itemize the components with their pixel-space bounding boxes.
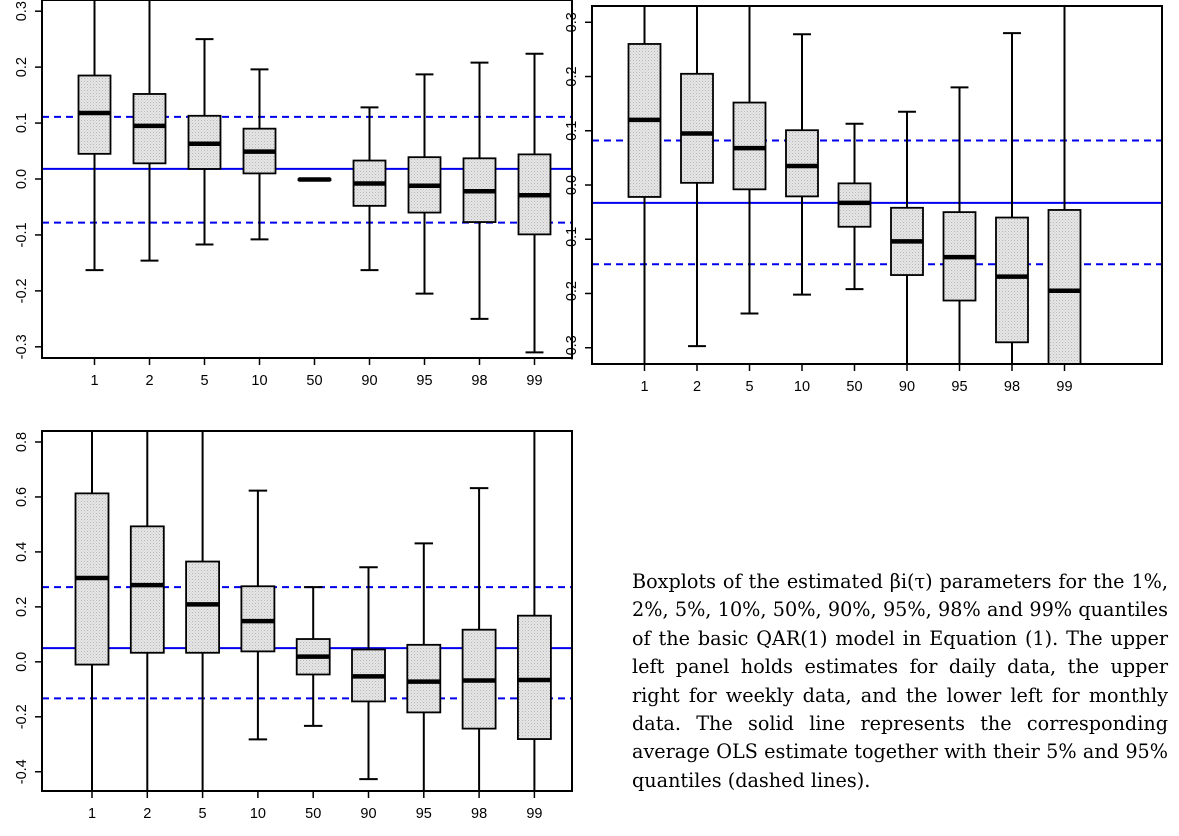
- plot-area: [592, 6, 1162, 364]
- x-tick-label: 10: [794, 379, 810, 395]
- y-tick-label: -0.2: [14, 704, 30, 729]
- panel-1: -0.3 -0.2 -0.1 0.0 0.1 0.2 0.3 1 2 5 10 50 90 95 98 99: [14, 0, 573, 389]
- x-tick-label: 5: [199, 806, 207, 822]
- x-tick-label: 2: [143, 806, 151, 822]
- x-tick-label: 90: [361, 373, 377, 389]
- box-50: [295, 586, 331, 727]
- x-tick-label: 5: [200, 373, 208, 389]
- y-tick-label: 0.1: [14, 113, 30, 133]
- box-99: [1047, 6, 1082, 364]
- plot-area: [42, 0, 572, 354]
- box-10: [242, 68, 277, 241]
- box-2: [132, 0, 167, 262]
- x-tick-label: 99: [526, 373, 542, 389]
- box-50: [837, 122, 872, 291]
- y-tick-label: -0.3: [14, 334, 30, 359]
- y-tick-label: 0.2: [564, 66, 580, 86]
- box-1: [77, 0, 112, 272]
- x-tick-label: 10: [250, 806, 266, 822]
- iqr-box: [680, 72, 714, 184]
- x-tick-label: 50: [846, 379, 862, 395]
- panel-2: -0.3 -0.2 -0.1 0.0 0.1 0.2 0.3 1 2 5 10 50 90 95 98 99: [564, 5, 1163, 395]
- y-tick-label: -0.2: [564, 281, 580, 306]
- x-tick-label: 2: [693, 379, 701, 395]
- iqr-box: [132, 93, 167, 165]
- x-tick-label: 50: [306, 373, 322, 389]
- y-tick-label: 0.2: [14, 597, 30, 617]
- y-tick-label: -0.1: [14, 222, 30, 247]
- box-98: [462, 61, 497, 320]
- x-tick-label: 95: [416, 806, 432, 822]
- box-90: [352, 106, 387, 272]
- box-50: [297, 177, 332, 182]
- box-99: [517, 52, 552, 354]
- x-tick-label: 99: [526, 806, 542, 822]
- box-10: [785, 33, 819, 296]
- y-tick-label: 0.3: [564, 12, 580, 32]
- iqr-box: [785, 129, 819, 198]
- box-5: [187, 38, 222, 246]
- box-99: [517, 431, 552, 791]
- x-tick-label: 50: [305, 806, 321, 822]
- plot-frame: [41, 430, 573, 792]
- box-5: [185, 431, 221, 791]
- x-tick-label: 90: [899, 379, 915, 395]
- y-tick-label: 0.6: [14, 487, 30, 507]
- box-90: [890, 110, 924, 364]
- y-tick-label: 0.1: [564, 121, 580, 141]
- y-tick-label: 0.3: [14, 1, 30, 21]
- y-tick-label: -0.4: [14, 759, 30, 784]
- box-10: [240, 489, 276, 741]
- x-tick-label: 1: [88, 806, 96, 822]
- iqr-box: [129, 525, 165, 654]
- box-95: [406, 542, 442, 791]
- y-tick-label: 0.0: [14, 652, 30, 672]
- x-tick-label: 2: [145, 373, 153, 389]
- x-tick-label: 95: [951, 379, 967, 395]
- panel-3: -0.4 -0.2 0.0 0.2 0.4 0.6 0.8 1 2 5 10 50 90 95 98 99: [14, 430, 573, 822]
- iqr-box: [1047, 209, 1082, 364]
- box-5: [732, 6, 767, 315]
- y-tick-label: -0.2: [14, 278, 30, 303]
- box-2: [129, 431, 165, 791]
- box-90: [351, 566, 386, 781]
- x-tick-label: 1: [640, 379, 648, 395]
- iqr-box: [517, 614, 552, 740]
- y-tick-label: 0.0: [564, 175, 580, 195]
- y-tick-label: -0.3: [564, 335, 580, 360]
- y-tick-label: 0.8: [14, 432, 30, 452]
- figure-caption: Boxplots of the estimated βi(τ) paramete…: [632, 570, 1168, 792]
- box-95: [407, 73, 442, 295]
- x-tick-label: 99: [1056, 379, 1072, 395]
- y-tick-label: -0.1: [564, 227, 580, 252]
- box-1: [627, 6, 662, 364]
- iqr-box: [406, 643, 442, 714]
- y-tick-label: 0.4: [14, 542, 30, 562]
- x-tick-label: 95: [416, 373, 432, 389]
- y-tick-label: 0.0: [14, 169, 30, 189]
- box-95: [942, 86, 977, 364]
- x-tick-label: 98: [471, 806, 487, 822]
- x-tick-label: 98: [471, 373, 487, 389]
- iqr-box: [995, 216, 1029, 344]
- x-tick-label: 10: [251, 373, 267, 389]
- iqr-box: [240, 585, 276, 653]
- box-98: [995, 32, 1029, 364]
- box-98: [461, 487, 497, 791]
- x-tick-label: 90: [360, 806, 376, 822]
- y-tick-label: 0.2: [14, 57, 30, 77]
- x-tick-label: 5: [745, 379, 753, 395]
- box-1: [74, 431, 110, 791]
- iqr-box: [185, 560, 221, 654]
- box-2: [680, 6, 714, 348]
- x-tick-label: 1: [90, 373, 98, 389]
- plot-area: [42, 431, 572, 791]
- x-tick-label: 98: [1004, 379, 1020, 395]
